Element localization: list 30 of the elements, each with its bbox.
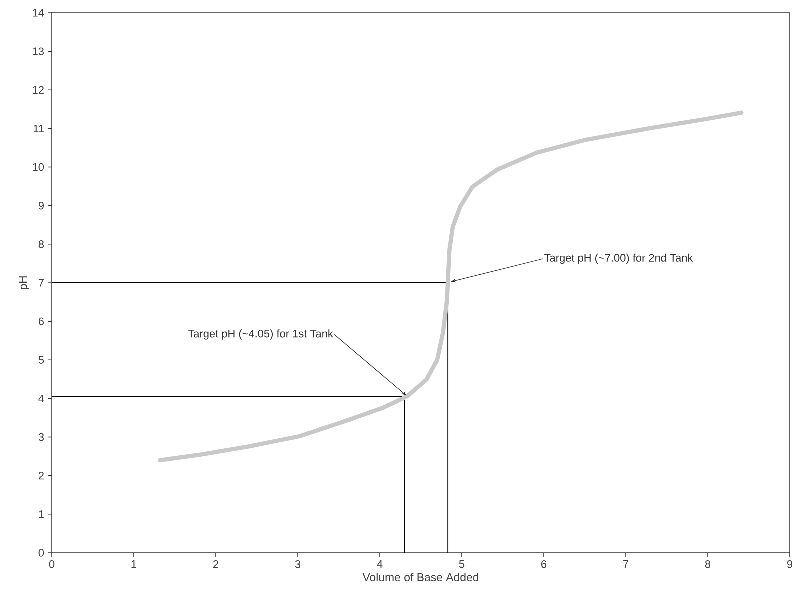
y-tick-label: 12 xyxy=(33,86,44,94)
y-tick-label: 3 xyxy=(38,433,44,442)
y-tick-label: 1 xyxy=(39,510,44,518)
x-axis-title: Volume of Base Added xyxy=(362,573,479,582)
x-tick-label: 6 xyxy=(542,560,547,568)
y-tick-label: 0 xyxy=(38,549,44,557)
y-tick-label: 4 xyxy=(38,394,44,402)
y-axis-title: pH xyxy=(19,276,30,290)
line-series xyxy=(158,110,744,463)
annotation: Target pH (~7.00) for 2nd Tank xyxy=(544,254,694,264)
y-tick-label: 2 xyxy=(38,472,44,480)
y-tick-label: 7 xyxy=(38,279,44,287)
y-tick-label: 10 xyxy=(33,163,44,172)
x-tick-label: 9 xyxy=(787,560,793,568)
y-tick-label: 8 xyxy=(38,240,44,248)
x-tick-label: 5 xyxy=(459,560,465,568)
y-tick-label: 6 xyxy=(38,318,44,326)
x-tick-label: 2 xyxy=(214,560,219,568)
x-tick-label: 4 xyxy=(377,560,383,568)
y-tick-label: 9 xyxy=(38,202,44,210)
x-tick-label: 1 xyxy=(132,560,137,568)
x-tick-label: 8 xyxy=(705,560,711,568)
y-tick-label: 14 xyxy=(33,9,44,17)
y-tick-label: 5 xyxy=(38,356,44,364)
x-tick-label: 0 xyxy=(49,560,55,568)
x-tick-label: 7 xyxy=(624,560,629,568)
x-tick-label: 3 xyxy=(295,560,301,568)
y-tick-label: 11 xyxy=(34,124,44,132)
y-tick-label: 13 xyxy=(33,48,44,56)
annotation: Target pH (~4.05) for 1st Tank xyxy=(188,330,334,340)
